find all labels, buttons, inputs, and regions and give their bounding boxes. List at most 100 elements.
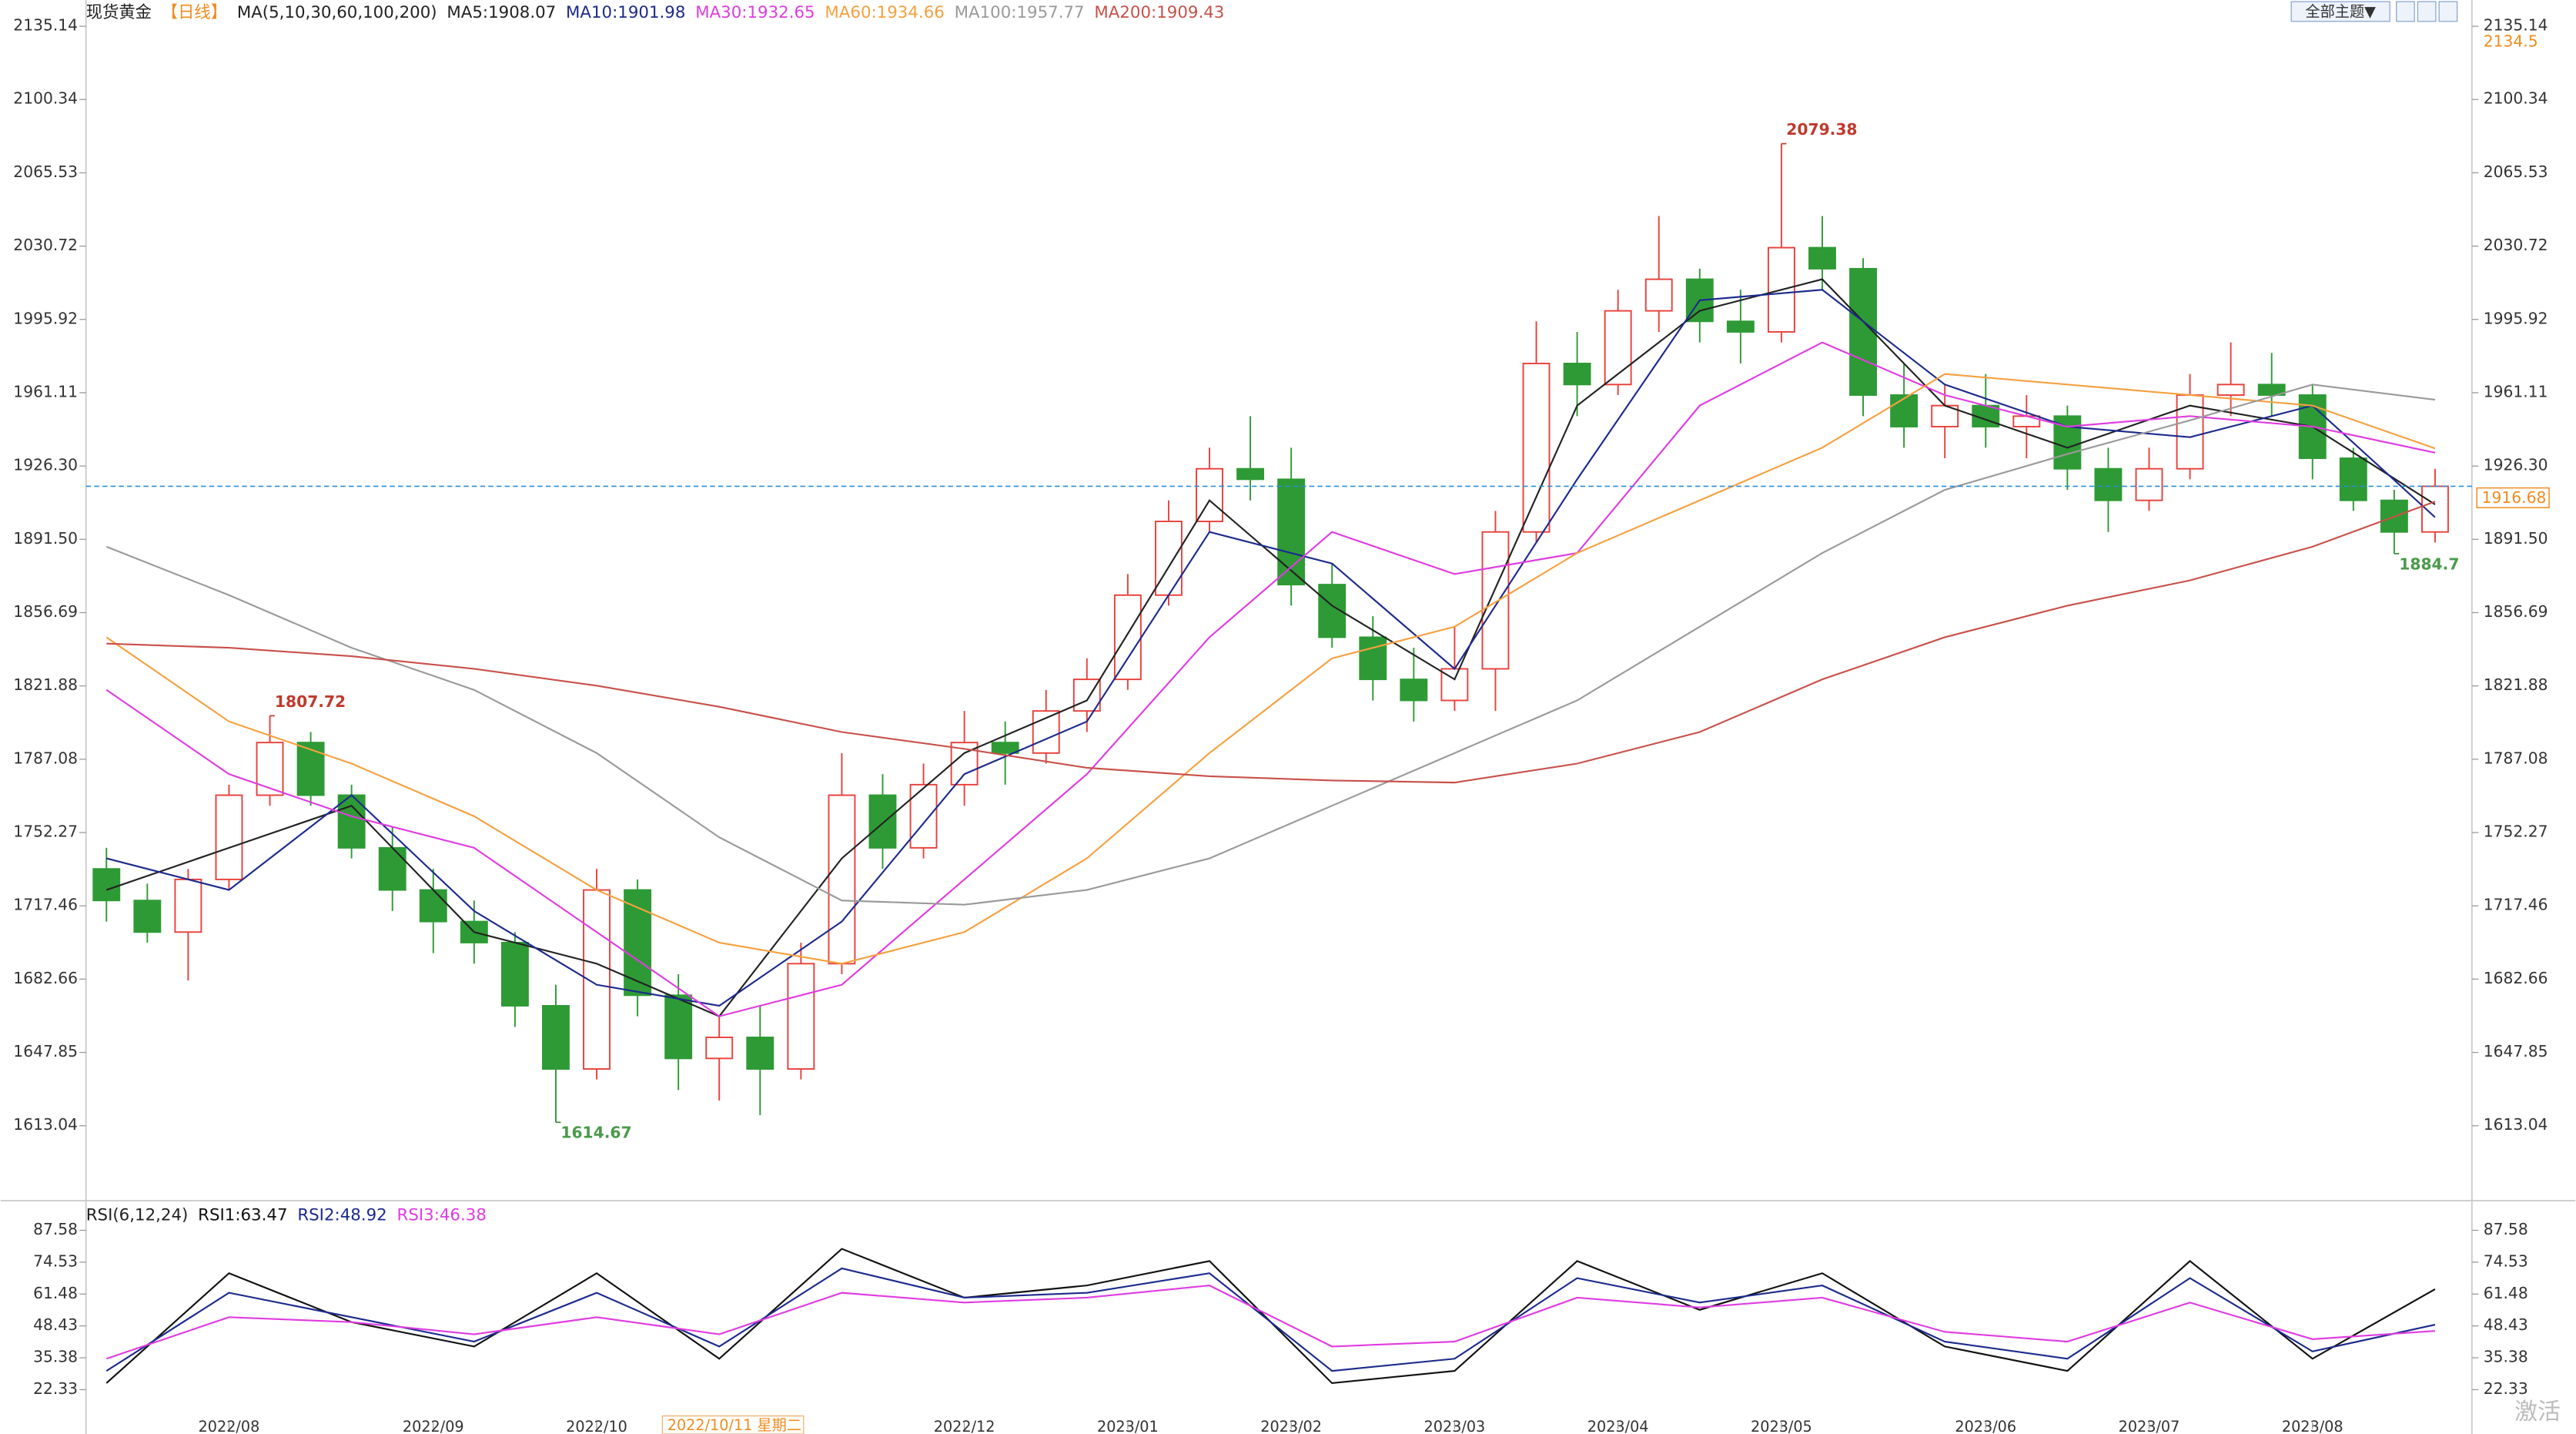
y-tick-label: 1613.04 — [2484, 1115, 2548, 1134]
candle-body — [2135, 467, 2163, 501]
candle-body — [2094, 467, 2123, 501]
y-tick-label: 2065.53 — [13, 162, 78, 181]
candle-body — [215, 794, 243, 880]
indicator-label: MA(5,10,30,60,100,200) — [237, 3, 437, 22]
y-tick-label: 74.53 — [33, 1251, 78, 1270]
ma-line — [106, 501, 2436, 784]
legend-entry: MA30:1932.65 — [695, 3, 815, 22]
y-tick-label: 1647.85 — [2484, 1042, 2548, 1060]
legend-entry: RSI2:48.92 — [297, 1205, 386, 1225]
tool-icon[interactable] — [2396, 1, 2415, 22]
tool-icon[interactable] — [2417, 1, 2437, 22]
y-tick-label: 1647.85 — [13, 1042, 78, 1060]
y-tick-label: 1682.66 — [2484, 969, 2548, 987]
candle-body — [419, 889, 447, 923]
last-price-label: 1916.68 — [2482, 488, 2547, 507]
candle-body — [1359, 636, 1387, 681]
legend-entry: MA200:1909.43 — [1094, 3, 1224, 22]
candle-body — [2257, 384, 2286, 396]
candle-body — [378, 846, 406, 891]
y-tick-label: 1926.30 — [13, 456, 78, 474]
legend-entry: MA5:1908.07 — [447, 3, 556, 22]
tool-icon[interactable] — [2438, 1, 2458, 22]
y-tick-label: 1961.11 — [2484, 382, 2548, 400]
y-tick-label: 2030.72 — [2484, 236, 2548, 254]
candle-body — [1113, 594, 1142, 681]
y-tick-label: 22.33 — [2484, 1379, 2528, 1398]
theme-button[interactable]: 全部主题▼ — [2305, 2, 2376, 20]
candle-body — [868, 794, 897, 849]
candle-body — [1072, 678, 1101, 712]
y-tick-label: 1787.08 — [13, 749, 78, 767]
candle-body — [1155, 521, 1183, 596]
candle-body — [174, 878, 202, 933]
y-tick-label: 1926.30 — [2484, 456, 2548, 474]
ma-line — [105, 278, 2436, 1017]
y-tick-label: 1891.50 — [13, 529, 78, 548]
ma-line — [105, 373, 2436, 965]
y-tick-label: 1821.88 — [2484, 675, 2548, 694]
candle-body — [1196, 467, 1223, 523]
y-tick-label: 1717.46 — [2484, 896, 2548, 914]
rsi-line — [105, 1285, 2436, 1360]
candle-body — [787, 963, 815, 1070]
y-tick-label: 2100.34 — [2484, 89, 2548, 108]
y-tick-label: 2030.72 — [13, 236, 78, 254]
y-tick-label: 1856.69 — [13, 602, 78, 621]
legend-entry: MA60:1934.66 — [825, 3, 944, 22]
theme-button-box[interactable] — [2290, 1, 2390, 22]
y-tick-label: 74.53 — [2484, 1251, 2528, 1270]
y-tick-label: 1961.11 — [13, 382, 78, 400]
y-tick-label: 2100.34 — [13, 89, 78, 108]
extreme-label: 1807.72 — [275, 692, 346, 711]
x-tick-label: 2023/04 — [1587, 1418, 1649, 1434]
chart-title: RSI(6,12,24) — [86, 1205, 189, 1225]
candle-body — [296, 742, 325, 796]
candle-body — [1563, 363, 1591, 386]
ma-line — [106, 289, 2436, 1007]
reference-price-label: 2134.5 — [2484, 32, 2538, 51]
legend-entry: MA10:1901.98 — [566, 3, 685, 22]
x-tick-label: 2022/08 — [199, 1418, 260, 1434]
y-tick-label: 1856.69 — [2484, 602, 2548, 621]
candle-body — [664, 994, 693, 1060]
candle-body — [705, 1037, 734, 1060]
watermark: 激活 — [2514, 1399, 2561, 1426]
x-tick-label: 2023/08 — [2282, 1418, 2343, 1434]
extreme-label: 2079.38 — [1786, 120, 1857, 139]
candle-body — [746, 1037, 774, 1070]
candle-body — [542, 1005, 570, 1070]
x-tick-label: 2022/12 — [934, 1418, 995, 1434]
candle-body — [1644, 278, 1673, 312]
y-tick-label: 35.38 — [33, 1348, 78, 1366]
candle-body — [909, 783, 938, 849]
y-tick-label: 48.43 — [2484, 1315, 2528, 1334]
y-tick-label: 1995.92 — [13, 309, 78, 327]
x-tick-label: 2023/01 — [1097, 1418, 1159, 1434]
y-tick-label: 2065.53 — [2484, 162, 2548, 181]
candle-body — [1604, 310, 1632, 386]
legend-entry: RSI1:63.47 — [198, 1205, 287, 1225]
rsi-line — [105, 1267, 2436, 1372]
y-tick-label: 1787.08 — [2484, 749, 2548, 767]
y-tick-label: 22.33 — [33, 1379, 78, 1398]
cursor-label-box — [661, 1415, 805, 1434]
candle-body — [828, 794, 856, 965]
candle-body — [624, 889, 652, 997]
ma-line — [105, 384, 2436, 906]
x-tick-label: 2023/02 — [1260, 1418, 1322, 1434]
extreme-label: 1884.7 — [2399, 555, 2459, 573]
legend-entry: MA100:1957.77 — [955, 3, 1085, 22]
candle-body — [256, 742, 284, 796]
x-tick-label: 2023/05 — [1751, 1418, 1812, 1434]
x-tick-label: 2022/09 — [403, 1418, 464, 1434]
y-tick-label: 2135.14 — [2484, 16, 2548, 35]
y-tick-label: 1613.04 — [13, 1115, 78, 1134]
y-tick-label: 1717.46 — [13, 896, 78, 914]
x-tick-label: 2023/03 — [1424, 1418, 1486, 1434]
cursor-label: 2022/10/11 星期二 — [667, 1416, 801, 1434]
candle-body — [1808, 246, 1836, 270]
y-tick-label: 61.48 — [33, 1284, 78, 1302]
